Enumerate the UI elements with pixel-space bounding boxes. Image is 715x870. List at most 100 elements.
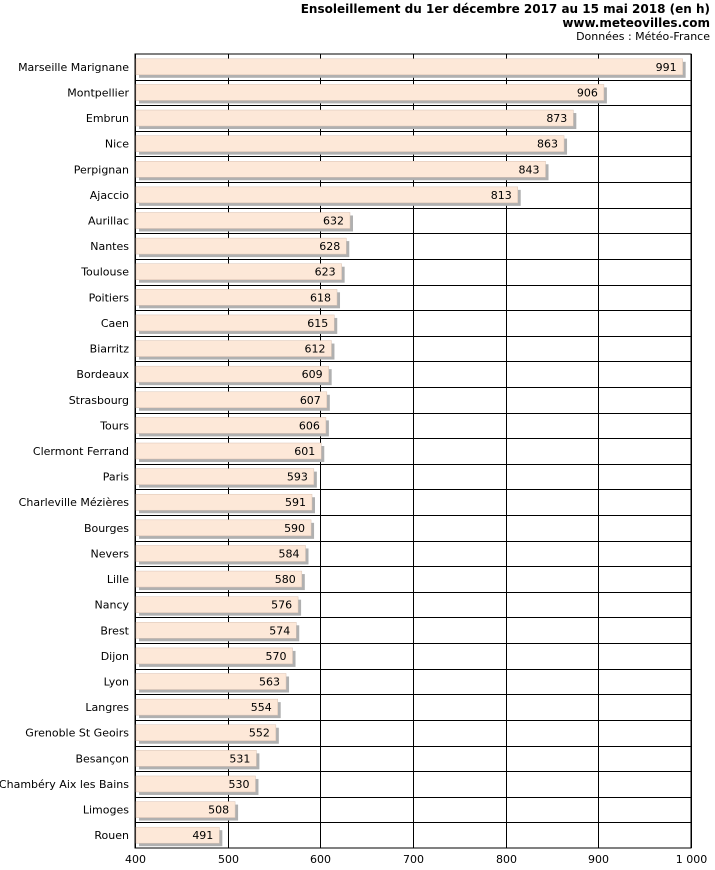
data-source: Données : Météo-France bbox=[576, 30, 710, 43]
bar-value-label: 531 bbox=[229, 752, 250, 765]
bar-value-label: 576 bbox=[271, 599, 292, 612]
category-label: Nevers bbox=[90, 547, 129, 560]
bar[interactable] bbox=[135, 417, 327, 434]
bar-value-label: 991 bbox=[656, 61, 677, 74]
bar[interactable] bbox=[135, 622, 297, 639]
bar-value-label: 623 bbox=[315, 266, 336, 279]
bar-value-label: 601 bbox=[294, 445, 315, 458]
category-label: Lyon bbox=[104, 676, 129, 689]
bar-value-label: 584 bbox=[279, 547, 300, 560]
category-label: Strasbourg bbox=[69, 394, 129, 407]
category-label: Biarritz bbox=[90, 343, 130, 356]
category-label: Marseille Marignane bbox=[18, 61, 129, 74]
category-label: Grenoble St Geoirs bbox=[25, 727, 129, 740]
bar-value-label: 873 bbox=[546, 112, 567, 125]
bar-value-label: 906 bbox=[577, 86, 598, 99]
bar[interactable] bbox=[135, 84, 605, 101]
bar-value-label: 574 bbox=[269, 624, 290, 637]
category-label: Montpellier bbox=[67, 86, 129, 99]
bar[interactable] bbox=[135, 58, 683, 76]
bar-value-label: 628 bbox=[319, 240, 340, 253]
bar[interactable] bbox=[135, 263, 342, 280]
bar[interactable] bbox=[135, 698, 278, 716]
chart-title: Ensoleillement du 1er décembre 2017 au 1… bbox=[300, 2, 710, 16]
bar-value-label: 813 bbox=[491, 189, 512, 202]
category-label: Caen bbox=[101, 317, 129, 330]
bar-value-label: 491 bbox=[192, 829, 213, 842]
bar-value-label: 632 bbox=[323, 214, 344, 227]
category-label: Dijon bbox=[101, 650, 129, 663]
bar-value-label: 552 bbox=[249, 727, 270, 740]
bar-value-label: 843 bbox=[519, 163, 540, 176]
x-tick-label: 800 bbox=[496, 853, 517, 866]
category-label: Nantes bbox=[90, 240, 129, 253]
category-label: Perpignan bbox=[74, 163, 129, 176]
bar-value-label: 863 bbox=[537, 138, 558, 151]
bar[interactable] bbox=[135, 289, 338, 306]
bar-value-label: 593 bbox=[287, 471, 308, 484]
bar-value-label: 609 bbox=[302, 368, 323, 381]
bar[interactable] bbox=[135, 237, 347, 255]
category-label: Langres bbox=[85, 701, 129, 714]
x-tick-label: 700 bbox=[403, 853, 424, 866]
bar-value-label: 607 bbox=[300, 394, 321, 407]
bar[interactable] bbox=[135, 212, 351, 229]
bar-value-label: 554 bbox=[251, 701, 272, 714]
category-label: Toulouse bbox=[80, 266, 129, 279]
bar[interactable] bbox=[135, 109, 574, 127]
category-label: Brest bbox=[100, 624, 129, 637]
category-label: Besançon bbox=[75, 752, 129, 765]
bar[interactable] bbox=[135, 545, 306, 562]
bar-value-label: 508 bbox=[208, 804, 229, 817]
bar[interactable] bbox=[135, 442, 322, 460]
category-label: Bourges bbox=[84, 522, 129, 535]
x-tick-label: 400 bbox=[125, 853, 146, 866]
bar[interactable] bbox=[135, 673, 287, 690]
bar[interactable] bbox=[135, 314, 335, 332]
category-label: Aurillac bbox=[88, 214, 129, 227]
bar-value-label: 618 bbox=[310, 291, 331, 304]
bar-value-label: 615 bbox=[307, 317, 328, 330]
bar[interactable] bbox=[135, 826, 220, 844]
category-label: Rouen bbox=[94, 829, 129, 842]
bar[interactable] bbox=[135, 340, 332, 357]
bar[interactable] bbox=[135, 391, 328, 409]
bar-value-label: 563 bbox=[259, 676, 280, 689]
bar[interactable] bbox=[135, 161, 546, 178]
category-label: Poitiers bbox=[89, 291, 130, 304]
x-tick-label: 900 bbox=[588, 853, 609, 866]
category-label: Bordeaux bbox=[76, 368, 129, 381]
bar[interactable] bbox=[135, 135, 565, 152]
bar[interactable] bbox=[135, 750, 257, 767]
bar[interactable] bbox=[135, 519, 312, 537]
site-link[interactable]: www.meteovilles.com bbox=[562, 16, 710, 30]
bar-value-label: 606 bbox=[299, 419, 320, 432]
bar-value-label: 580 bbox=[275, 573, 296, 586]
bar[interactable] bbox=[135, 186, 518, 204]
category-label: Limoges bbox=[83, 804, 129, 817]
category-label: Nancy bbox=[95, 599, 130, 612]
bar[interactable] bbox=[135, 596, 299, 613]
bar[interactable] bbox=[135, 647, 293, 665]
category-label: Clermont Ferrand bbox=[33, 445, 129, 458]
category-label: Tours bbox=[99, 419, 129, 432]
category-label: Paris bbox=[103, 471, 129, 484]
bar[interactable] bbox=[135, 570, 303, 588]
bar-value-label: 590 bbox=[284, 522, 305, 535]
category-label: Chambéry Aix les Bains bbox=[0, 778, 129, 791]
bar-value-label: 612 bbox=[304, 343, 325, 356]
category-label: Lille bbox=[107, 573, 129, 586]
bar-value-label: 591 bbox=[285, 496, 306, 509]
x-tick-label: 1 000 bbox=[676, 853, 708, 866]
bar[interactable] bbox=[135, 775, 256, 793]
bar[interactable] bbox=[135, 365, 329, 383]
x-tick-label: 500 bbox=[218, 853, 239, 866]
bar[interactable] bbox=[135, 724, 277, 741]
bar[interactable] bbox=[135, 493, 313, 511]
category-label: Ajaccio bbox=[90, 189, 129, 202]
bar[interactable] bbox=[135, 801, 236, 818]
bar[interactable] bbox=[135, 468, 315, 485]
bar-value-label: 530 bbox=[228, 778, 249, 791]
category-label: Nice bbox=[105, 138, 129, 151]
